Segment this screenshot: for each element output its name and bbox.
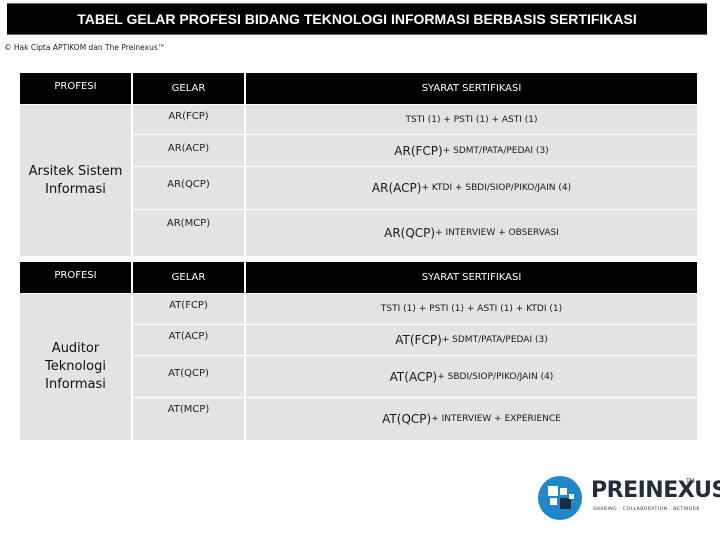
header-profesi: PROFESI xyxy=(20,262,131,293)
syarat-cell: AR(ACP) + KTDI + SBDI/SIOP/PIKO/JAIN (4) xyxy=(246,167,697,209)
gelar-cell: AT(QCP) xyxy=(133,356,244,397)
gelar-cell: AT(MCP) xyxy=(133,398,244,440)
syarat-cell: AT(ACP) + SBDI/SIOP/PIKO/JAIN (4) xyxy=(246,356,697,397)
header-syarat: SYARAT SERTIFIKASI xyxy=(246,73,697,104)
header-profesi: PROFESI xyxy=(20,73,131,104)
syarat-cell: AT(FCP) + SDMT/PATA/PEDAI (3) xyxy=(246,325,697,355)
header-syarat: SYARAT SERTIFIKASI xyxy=(246,262,697,293)
gelar-cell: AR(QCP) xyxy=(133,167,244,209)
preinexus-logo: PREINEXUS TM SHARING · COLLABORATION · N… xyxy=(536,474,720,522)
gelar-cell: AR(ACP) xyxy=(133,135,244,166)
syarat-text: + INTERVIEW + OBSERVASI xyxy=(435,228,559,238)
logo-wordmark: PREINEXUS xyxy=(591,478,720,503)
syarat-prefix: AR(ACP) xyxy=(371,181,422,195)
syarat-prefix: AT(ACP) xyxy=(389,369,438,384)
syarat-prefix: AT(FCP) xyxy=(395,333,442,347)
syarat-cell: TSTI (1) + PSTI (1) + ASTI (1) xyxy=(246,105,697,134)
logo-tagline: SHARING · COLLABORATION · NETWORK xyxy=(593,507,700,512)
syarat-cell: TSTI (1) + PSTI (1) + ASTI (1) + KTDI (1… xyxy=(246,294,697,324)
syarat-text: TSTI (1) + PSTI (1) + ASTI (1) + KTDI (1… xyxy=(380,304,563,314)
header-gelar: GELAR xyxy=(133,262,244,293)
syarat-text: + INTERVIEW + EXPERIENCE xyxy=(431,414,561,424)
syarat-text: + SBDI/SIOP/PIKO/JAIN (4) xyxy=(437,371,554,382)
syarat-prefix: AR(QCP) xyxy=(384,226,436,240)
page-title: TABEL GELAR PROFESI BIDANG TEKNOLOGI INF… xyxy=(7,4,707,34)
gelar-cell: AR(FCP) xyxy=(133,105,244,134)
gelar-cell: AT(ACP) xyxy=(133,325,244,355)
syarat-prefix: AR(FCP) xyxy=(394,143,443,158)
syarat-cell: AR(FCP) + SDMT/PATA/PEDAI (3) xyxy=(246,135,697,166)
logo-trademark: TM xyxy=(686,478,695,485)
profesi-cell: Auditor Teknologi Informasi xyxy=(20,294,131,440)
syarat-text: TSTI (1) + PSTI (1) + ASTI (1) xyxy=(405,114,538,125)
syarat-text: + SDMT/PATA/PEDAI (3) xyxy=(441,335,548,345)
syarat-text: + SDMT/PATA/PEDAI (3) xyxy=(442,145,549,156)
syarat-cell: AR(QCP) + INTERVIEW + OBSERVASI xyxy=(246,210,697,256)
header-gelar: GELAR xyxy=(133,73,244,104)
syarat-prefix: AT(QCP) xyxy=(382,412,432,426)
syarat-cell: AT(QCP) + INTERVIEW + EXPERIENCE xyxy=(246,398,697,440)
preinexus-logo-mark-icon xyxy=(538,476,582,520)
gelar-cell: AT(FCP) xyxy=(133,294,244,324)
gelar-cell: AR(MCP) xyxy=(133,210,244,256)
copyright-notice: © Hak Cipta APTIKOM dan The Preinexus™ xyxy=(4,43,166,52)
profesi-cell: Arsitek Sistem Informasi xyxy=(20,105,131,256)
syarat-text: + KTDI + SBDI/SIOP/PIKO/JAIN (4) xyxy=(421,183,572,193)
